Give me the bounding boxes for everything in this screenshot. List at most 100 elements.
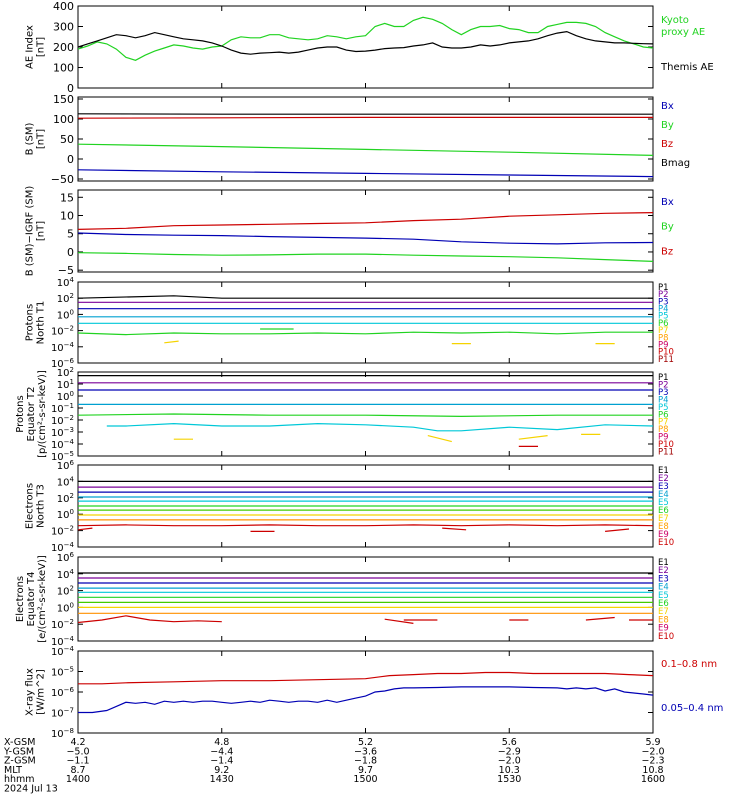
- series-fragment: [605, 528, 630, 532]
- series-line-P7: [164, 340, 179, 344]
- y-axis-label: Protons: [25, 304, 36, 341]
- y-tick-label: 10−4: [51, 541, 75, 554]
- legend-e9: E9: [658, 530, 669, 540]
- plot-frame: [77, 556, 654, 642]
- legend-p7: P7: [658, 418, 669, 428]
- y-tick-label: 10−4: [51, 645, 75, 658]
- legend-e5: E5: [658, 591, 669, 601]
- legend-p11: P11: [658, 448, 674, 458]
- legend-e7: E7: [658, 514, 669, 524]
- legend-p5: P5: [658, 312, 669, 322]
- ephemeris-value: 1430: [210, 774, 234, 785]
- y-tick-label: −5: [58, 264, 74, 277]
- legend-p8: P8: [658, 333, 669, 343]
- y-tick-label: 10−2: [51, 325, 74, 338]
- legend-0-05-0-4-nm: 0.05–0.4 nm: [661, 703, 723, 714]
- y-axis-label: Electrons: [25, 483, 36, 529]
- plot-frame: [77, 650, 654, 734]
- ephemeris-value: 1500: [353, 774, 377, 785]
- ephemeris-row-label: X-GSM: [4, 737, 35, 748]
- legend-e8: E8: [658, 522, 669, 532]
- series-line-E10: [78, 524, 653, 527]
- ephemeris-value: 4.2: [70, 737, 85, 748]
- legend-p3: P3: [658, 297, 669, 307]
- series-line-E10: [78, 615, 222, 624]
- legend-e2: E2: [658, 474, 669, 484]
- y-tick-label: 104: [57, 568, 75, 581]
- y-tick-label: 10−6: [51, 686, 75, 699]
- y-tick-label: 104: [57, 276, 75, 289]
- y-tick-label: 300: [53, 21, 74, 34]
- legend-bz: Bz: [661, 246, 673, 257]
- legend-p4: P4: [658, 305, 669, 315]
- panel-protons_t1: 104 102 100 10−2 10−4 10−6 Protons North T1 P1P2…: [25, 276, 674, 370]
- series-fragment: [518, 435, 548, 440]
- legend-p7: P7: [658, 326, 669, 336]
- y-tick-label: 101: [57, 378, 74, 391]
- legend-e5: E5: [658, 498, 669, 508]
- panel-xray: 10−4 10−5 10−6 10−7 10−8 X-ray flux [W/m^2] 0.1…: [25, 645, 724, 740]
- legend-bx: Bx: [661, 197, 674, 208]
- y-tick-label: 10−2: [51, 618, 74, 631]
- ephemeris-row-label: MLT: [4, 765, 22, 776]
- y-axis-label: B (SM)−IGRF (SM): [25, 186, 36, 277]
- y-axis-label: Equator T4: [26, 572, 37, 627]
- legend-p6: P6: [658, 410, 669, 420]
- legend-e3: E3: [658, 482, 669, 492]
- y-tick-label: 0: [67, 246, 74, 259]
- legend-p3: P3: [658, 388, 669, 398]
- ephemeris-value: 8.7: [70, 765, 85, 776]
- legend-e10: E10: [658, 632, 674, 642]
- ephemeris-value: 5.6: [502, 737, 517, 748]
- y-tick-label: 100: [57, 601, 74, 614]
- ephemeris-value: 10.3: [499, 765, 520, 776]
- y-tick-label: 0: [67, 153, 74, 166]
- series-fragment: [78, 527, 93, 531]
- legend-kyoto-proxy-ae: Kyoto: [661, 15, 689, 26]
- ephemeris-value: 9.2: [214, 765, 229, 776]
- y-tick-label: 100: [57, 308, 74, 321]
- y-tick-label: 200: [53, 41, 74, 54]
- y-tick-label: 102: [57, 492, 74, 505]
- legend-e3: E3: [658, 574, 669, 584]
- y-tick-label: 0: [67, 82, 74, 95]
- y-tick-label: 10: [60, 210, 74, 223]
- y-tick-label: 10−4: [51, 438, 75, 451]
- legend-e1: E1: [658, 558, 669, 568]
- series-group: [78, 295, 653, 345]
- y-tick-label: 10−2: [51, 414, 74, 427]
- ephemeris-value: −5.0: [66, 746, 89, 757]
- y-tick-label: 10−1: [51, 402, 74, 415]
- legend-e7: E7: [658, 607, 669, 617]
- series-line-Bz: [78, 116, 653, 119]
- y-tick-label: 10−6: [51, 357, 75, 370]
- legend-e9: E9: [658, 624, 669, 634]
- y-axis-label: [W/m^2]: [36, 669, 47, 715]
- series-fragment: [442, 527, 467, 531]
- legend-e8: E8: [658, 615, 669, 625]
- series-line-By: [78, 252, 653, 262]
- y-tick-label: 106: [57, 551, 75, 564]
- y-tick-label: 102: [57, 585, 74, 598]
- y-tick-label: 10−2: [51, 525, 74, 538]
- y-axis-label: AE Index: [25, 25, 36, 69]
- series-group: [78, 572, 653, 624]
- legend-p10: P10: [658, 440, 674, 450]
- legend-e10: E10: [658, 538, 674, 548]
- ephemeris-value: 5.9: [645, 737, 660, 748]
- y-tick-label: 15: [60, 191, 74, 204]
- y-axis-label: [nT]: [36, 221, 47, 241]
- ephemeris-value: −2.9: [498, 746, 521, 757]
- y-tick-label: 104: [57, 475, 75, 488]
- y-axis-label: [p/(cm²-s-sr-keV)]: [37, 370, 48, 458]
- ephemeris-value: −2.0: [498, 756, 521, 767]
- ephemeris-value: −2.0: [641, 746, 664, 757]
- legend-kyoto-proxy-ae: proxy AE: [661, 27, 705, 38]
- series-group: [78, 212, 653, 262]
- panel-b_sm: −50 0 50 100 150 B (SM) [nT] Bx By Bz Bmag: [25, 93, 691, 186]
- legend-e1: E1: [658, 466, 669, 476]
- y-axis-label: Equator T2: [26, 387, 37, 442]
